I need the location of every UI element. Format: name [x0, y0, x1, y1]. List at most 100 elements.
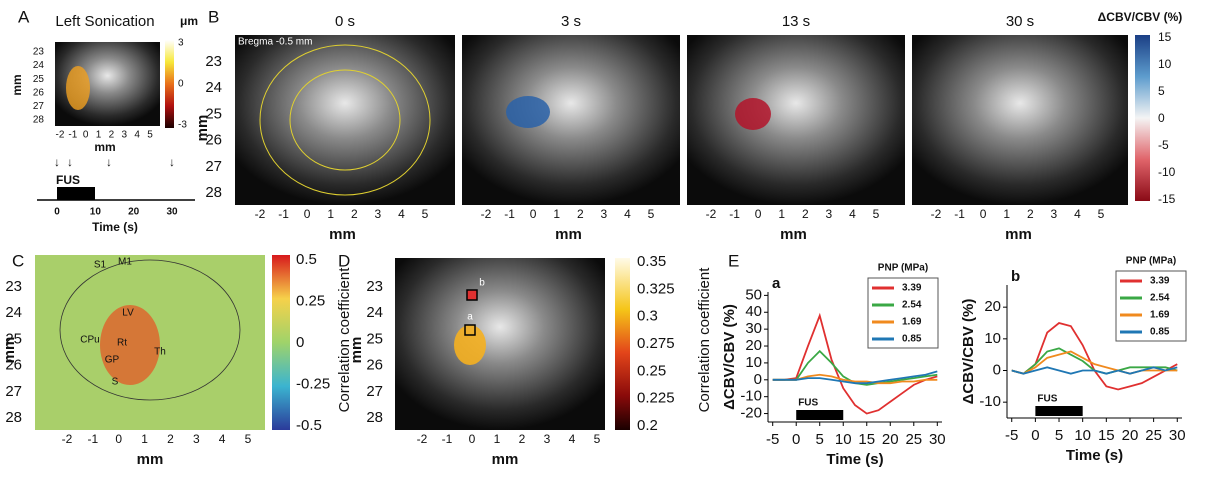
x-tick-label: 3: [544, 432, 551, 446]
y-tick-label: 24: [205, 79, 222, 96]
overlay: [66, 66, 90, 110]
panel-title: 30 s: [1006, 13, 1034, 30]
x-tick-label: 0: [792, 431, 800, 448]
brain-image: [395, 258, 605, 430]
x-tick-label: 15: [1098, 427, 1115, 444]
panel-title: 3 s: [561, 13, 581, 30]
timeline: ↓ ↓ ↓ ↓: [37, 155, 195, 201]
x-tick-label: 1: [494, 432, 501, 446]
svg-text:↓: ↓: [169, 155, 175, 169]
svg-text:↓: ↓: [67, 155, 73, 169]
stim-bar: [796, 410, 844, 420]
chart-title: a: [772, 275, 781, 292]
y-tick-label: 27: [205, 158, 222, 175]
panel-title: 0 s: [335, 13, 355, 30]
x-label: mm: [780, 226, 807, 243]
x-tick-label: 4: [398, 207, 405, 221]
y-tick-label: 0: [754, 371, 762, 388]
x-tick-label: -2: [706, 207, 717, 221]
y-label: mm: [194, 115, 211, 142]
overlay: [506, 96, 550, 128]
atlas-overlay: [59, 259, 241, 401]
y-tick-label: 27: [366, 383, 383, 400]
legend-label: 1.69: [902, 317, 922, 328]
x-tick-label: 4: [1074, 207, 1081, 221]
colorbar-tick-label: 0.25: [296, 292, 325, 309]
x-tick-label: 5: [594, 432, 601, 446]
y-label: ΔCBV/CBV (%): [960, 299, 977, 405]
bregma: Bregma -0.5 mm: [238, 37, 312, 48]
y-label: mm: [1, 337, 18, 364]
y-tick-label: 10: [745, 354, 762, 371]
x-tick-label: 4: [624, 207, 631, 221]
brain-image: [235, 35, 455, 205]
y-tick-label: 24: [33, 60, 45, 71]
x-tick-label: 1: [553, 207, 560, 221]
x-tick-label: 10: [1074, 427, 1091, 444]
colorbar-tick-label: 10: [1158, 57, 1172, 71]
x-tick-label: -1: [278, 207, 289, 221]
x-tick-label: 10: [90, 207, 102, 218]
x-tick-label: 5: [816, 431, 824, 448]
y-tick-label: 26: [205, 132, 222, 149]
x-tick-label: 20: [882, 431, 899, 448]
y-tick-label: 0: [993, 361, 1001, 378]
panel-label: D: [338, 251, 350, 270]
colorbar-tick-label: 0.25: [637, 362, 666, 379]
y-tick-label: 30: [745, 320, 762, 337]
y-tick-label: 23: [205, 53, 222, 70]
y-tick-label: 25: [5, 330, 22, 347]
x-tick-label: -5: [1005, 427, 1018, 444]
y-tick-label: -20: [740, 405, 762, 422]
x-tick-label: 3: [193, 432, 200, 446]
legend-label: 3.39: [1150, 276, 1170, 287]
x-label: Time (s): [826, 451, 883, 468]
x-tick-label: 20: [1122, 427, 1139, 444]
y-tick-label: 28: [205, 184, 222, 201]
colorbar-tick-label: 3: [178, 38, 184, 49]
y-tick-label: 23: [5, 278, 22, 295]
y-label: mm: [348, 337, 365, 364]
y-tick-label: 20: [745, 337, 762, 354]
atlas-overlay: [289, 69, 401, 171]
y-tick-label: 10: [984, 330, 1001, 347]
region-label: Th: [154, 347, 166, 358]
legend-label: 0.85: [902, 334, 922, 345]
x-tick-label: 2: [109, 130, 115, 141]
overlay: [735, 98, 771, 130]
panel-label: A: [18, 7, 30, 26]
legend-title: PNP (MPa): [1126, 256, 1176, 267]
brain-image: [687, 35, 905, 205]
x-label: mm: [492, 451, 519, 468]
y-tick-label: 40: [745, 303, 762, 320]
region-label: GP: [105, 355, 120, 366]
roi-label: a: [467, 312, 473, 323]
x-tick-label: 5: [147, 130, 153, 141]
x-tick-label: 0: [54, 207, 60, 218]
stim-label: FUS: [798, 398, 818, 409]
y-label: ΔCBV/CBV (%): [721, 304, 738, 410]
x-tick-label: -2: [56, 130, 65, 141]
region-label: Rt: [117, 338, 127, 349]
legend-label: 1.69: [1150, 310, 1170, 321]
x-tick-label: 15: [858, 431, 875, 448]
x-tick-label: -1: [954, 207, 965, 221]
x-tick-label: 5: [873, 207, 880, 221]
x-label: mm: [555, 226, 582, 243]
x-tick-label: -5: [766, 431, 779, 448]
x-label: mm: [329, 226, 356, 243]
x-tick-label: 0: [755, 207, 762, 221]
x-tick-label: 25: [905, 431, 922, 448]
legend-box: [867, 277, 939, 349]
panel-title: Left Sonication: [55, 13, 154, 30]
colorbar-tick-label: -0.25: [296, 375, 330, 392]
series-line: [1011, 350, 1178, 375]
x-tick-label: -2: [62, 432, 73, 446]
x-tick-label: 3: [826, 207, 833, 221]
y-tick-label: 23: [366, 278, 383, 295]
x-tick-label: 20: [128, 207, 140, 218]
x-tick-label: 5: [1098, 207, 1105, 221]
colorbar-tick-label: 0: [178, 79, 184, 90]
series-line: [1011, 366, 1178, 375]
